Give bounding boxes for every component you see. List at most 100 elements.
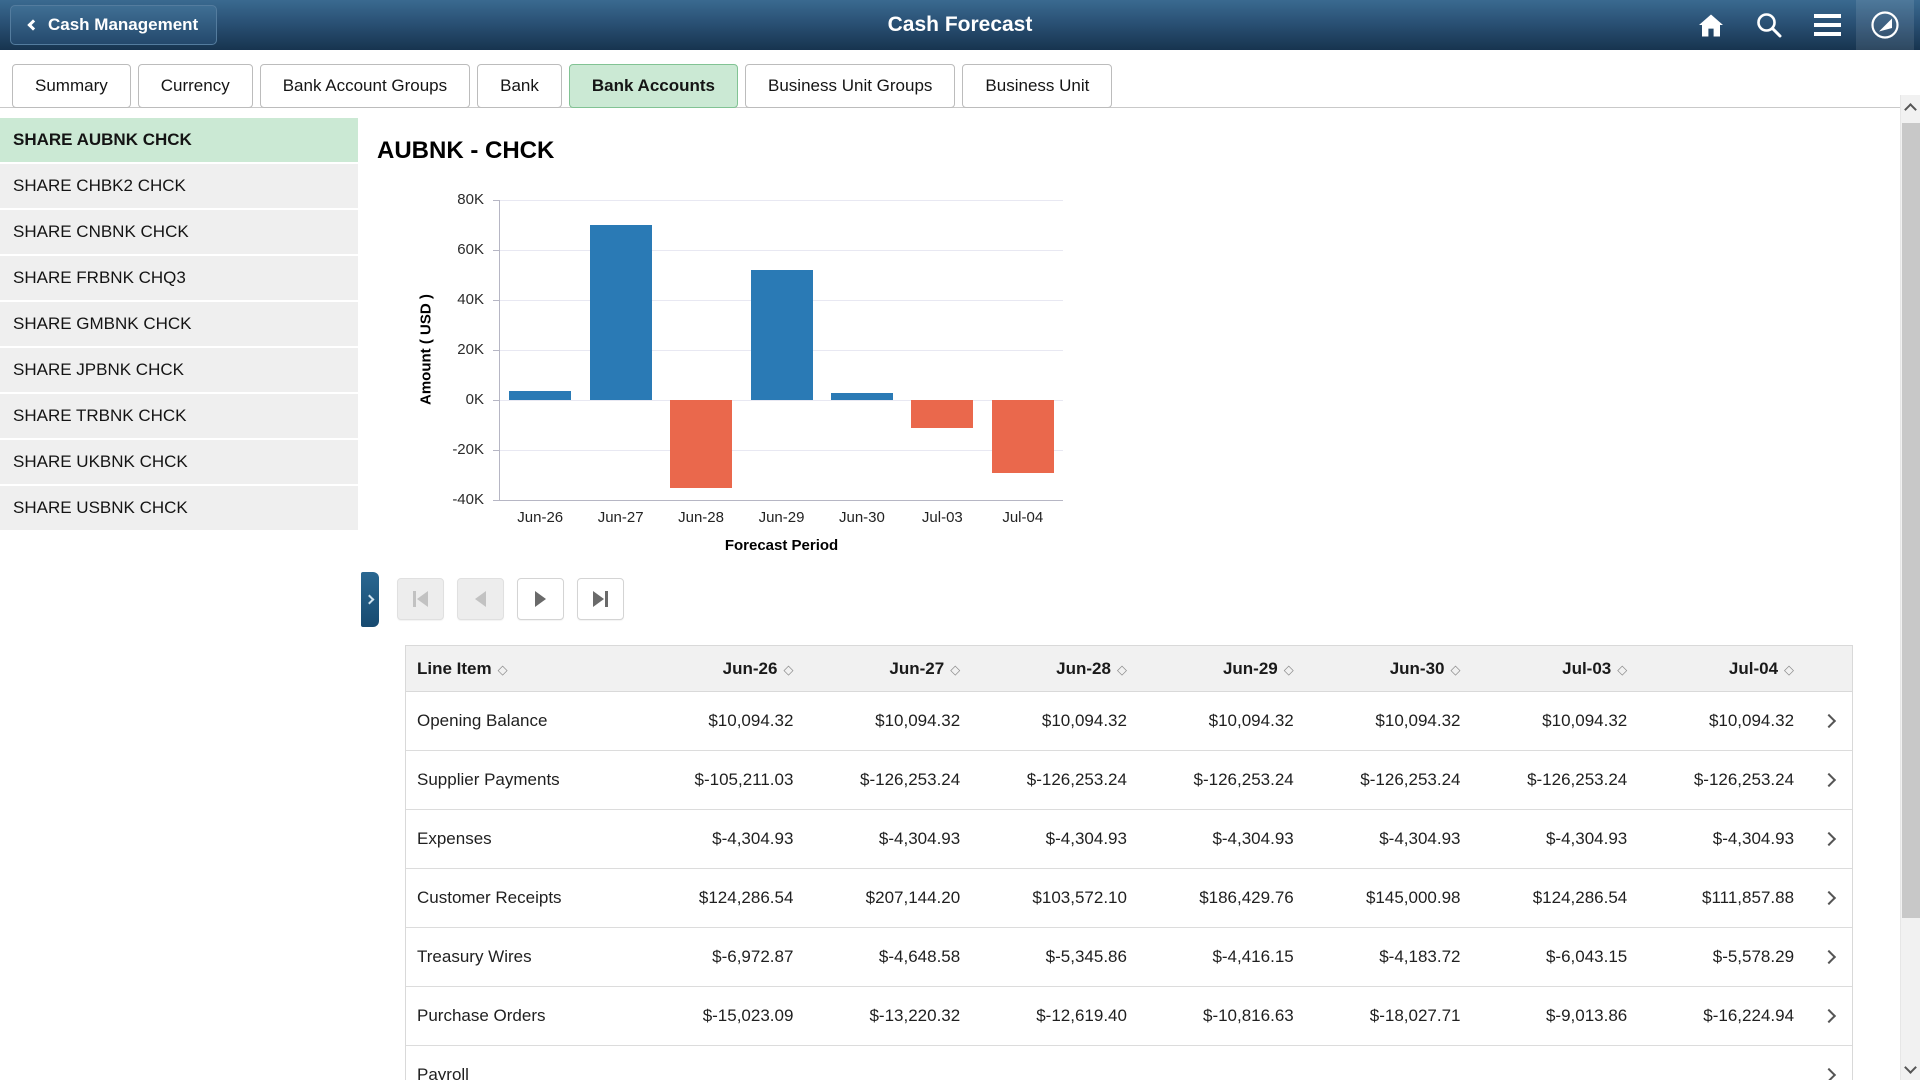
amount-cell: $-5,578.29 — [1712, 947, 1795, 966]
table-row-opening-balance[interactable]: Opening Balance $10,094.32 $10,094.32 $10,0… — [406, 692, 1852, 751]
amount-cell: $145,000.98 — [1365, 888, 1461, 907]
y-tick-mark — [493, 450, 500, 451]
y-tick-label: 80K — [457, 191, 484, 208]
list-item-share-aubnk-chck[interactable]: SHARE AUBNK CHCK — [0, 118, 358, 162]
amount-cell: $-4,304.93 — [1712, 829, 1795, 848]
tab-bank-account-groups[interactable]: Bank Account Groups — [259, 64, 471, 108]
back-button-label: Cash Management — [48, 15, 199, 34]
table-row-expenses[interactable]: Expenses $-4,304.93 $-4,304.93 $-4,304.93 $-… — [406, 810, 1852, 869]
list-item-share-usbnk-chck[interactable]: SHARE USBNK CHCK — [0, 486, 358, 530]
bank-account-list: SHARE AUBNK CHCK SHARE CHBK2 CHCK SHARE CN… — [0, 118, 358, 532]
row-chevron-icon — [1821, 772, 1837, 788]
column-header-jun-30[interactable]: Jun-30 ◇ — [1306, 659, 1473, 679]
bar-jun-26[interactable] — [509, 391, 572, 400]
list-item-share-trbnk-chck[interactable]: SHARE TRBNK CHCK — [0, 394, 358, 438]
column-header-jun-27[interactable]: Jun-27 ◇ — [805, 659, 972, 679]
row-drilldown[interactable] — [1806, 949, 1852, 965]
line-item-label: Payroll — [417, 1065, 469, 1080]
list-item-share-frbnk-chq3[interactable]: SHARE FRBNK CHQ3 — [0, 256, 358, 300]
list-item-share-jpbnk-chck[interactable]: SHARE JPBNK CHCK — [0, 348, 358, 392]
x-tick-jul-04: Jul-04 — [1002, 509, 1044, 526]
table-row-payroll[interactable]: Payroll — [406, 1046, 1852, 1080]
first-page-icon — [413, 591, 416, 607]
row-drilldown[interactable] — [1806, 1008, 1852, 1024]
amount-cell: $124,286.54 — [1532, 888, 1628, 907]
amount-cell: $-126,253.24 — [860, 770, 961, 789]
bar-jul-04[interactable] — [991, 400, 1054, 473]
amount-cell: $10,094.32 — [875, 711, 961, 730]
search-icon[interactable] — [1740, 0, 1798, 50]
column-header-jul-04[interactable]: Jul-04 ◇ — [1639, 659, 1806, 679]
amount-cell: $-10,816.63 — [1202, 1006, 1294, 1025]
gridline — [500, 450, 1063, 451]
row-drilldown[interactable] — [1806, 831, 1852, 847]
menu-icon[interactable] — [1798, 0, 1856, 50]
table-row-supplier-payments[interactable]: Supplier Payments $-105,211.03 $-126,253.2… — [406, 751, 1852, 810]
column-header-jun-28[interactable]: Jun-28 ◇ — [972, 659, 1139, 679]
amount-cell: $-126,253.24 — [1693, 770, 1795, 789]
amount-cell: $186,429.76 — [1199, 888, 1294, 907]
column-header-label: Line Item — [417, 658, 492, 678]
list-item-share-gmbnk-chck[interactable]: SHARE GMBNK CHCK — [0, 302, 358, 346]
tab-business-unit[interactable]: Business Unit — [962, 64, 1113, 108]
x-axis-line — [499, 500, 1063, 501]
row-drilldown[interactable] — [1806, 1067, 1852, 1080]
bar-jul-03[interactable] — [911, 400, 974, 428]
amount-cell: $124,286.54 — [698, 888, 794, 907]
row-chevron-icon — [1821, 831, 1837, 847]
sort-icon: ◇ — [1450, 662, 1461, 678]
y-tick-mark — [493, 300, 500, 301]
tab-currency[interactable]: Currency — [137, 64, 253, 108]
table-row-treasury-wires[interactable]: Treasury Wires $-6,972.87 $-4,648.58 $-5,34… — [406, 928, 1852, 987]
amount-cell: $207,144.20 — [865, 888, 961, 907]
bar-jun-28[interactable] — [670, 400, 733, 488]
previous-page-button — [457, 578, 504, 620]
amount-cell: $-18,027.71 — [1369, 1006, 1461, 1025]
table-header-row: Line Item ◇ Jun-26 ◇ Jun-27 ◇ Jun-28 ◇ Jun-29 ◇ Ju… — [406, 646, 1852, 692]
amount-cell: $103,572.10 — [1032, 888, 1127, 907]
amount-cell: $-13,220.32 — [869, 1006, 961, 1025]
navbar-compass-icon[interactable] — [1856, 0, 1914, 50]
gridline — [500, 250, 1063, 251]
forecast-table: Line Item ◇ Jun-26 ◇ Jun-27 ◇ Jun-28 ◇ Jun-29 ◇ Ju… — [405, 645, 1853, 1080]
page-title: Cash Forecast — [887, 13, 1033, 36]
tab-summary[interactable]: Summary — [12, 64, 131, 108]
x-axis-label: Forecast Period — [724, 537, 839, 554]
list-item-share-ukbnk-chck[interactable]: SHARE UKBNK CHCK — [0, 440, 358, 484]
bar-jun-30[interactable] — [830, 392, 893, 400]
next-page-button[interactable] — [517, 578, 564, 620]
back-button[interactable]: Cash Management — [10, 5, 218, 45]
column-header-jul-03[interactable]: Jul-03 ◇ — [1473, 659, 1640, 679]
row-drilldown[interactable] — [1806, 890, 1852, 906]
table-row-purchase-orders[interactable]: Purchase Orders $-15,023.09 $-13,220.32 $-1… — [406, 987, 1852, 1046]
y-axis-label: Amount ( USD ) — [417, 294, 435, 406]
first-page-button — [397, 578, 444, 620]
column-header-line-item[interactable]: Line Item ◇ — [406, 659, 639, 679]
home-icon[interactable] — [1682, 0, 1740, 50]
tab-bank[interactable]: Bank — [477, 64, 562, 108]
scrollbar-thumb[interactable] — [1902, 123, 1920, 918]
bar-jun-29[interactable] — [750, 270, 813, 400]
table-row-customer-receipts[interactable]: Customer Receipts $124,286.54 $207,144.20 $… — [406, 869, 1852, 928]
row-drilldown[interactable] — [1806, 772, 1852, 788]
scroll-up-icon[interactable] — [1904, 103, 1917, 116]
bar-jun-27[interactable] — [589, 225, 652, 400]
list-item-share-cnbnk-chck[interactable]: SHARE CNBNK CHCK — [0, 210, 358, 254]
panel-expander[interactable] — [361, 572, 379, 627]
row-drilldown[interactable] — [1806, 713, 1852, 729]
amount-cell: $-12,619.40 — [1036, 1006, 1127, 1025]
tab-business-unit-groups[interactable]: Business Unit Groups — [745, 64, 956, 108]
y-tick-label: 60K — [457, 241, 484, 258]
column-header-jun-29[interactable]: Jun-29 ◇ — [1139, 659, 1306, 679]
tab-bank-accounts[interactable]: Bank Accounts — [568, 64, 739, 108]
row-chevron-icon — [1821, 713, 1837, 729]
last-page-button[interactable] — [577, 578, 624, 620]
y-tick-mark — [493, 200, 500, 201]
previous-page-icon — [475, 591, 486, 607]
list-item-share-chbk2-chck[interactable]: SHARE CHBK2 CHCK — [0, 164, 358, 208]
gridline — [500, 400, 1063, 401]
column-header-jun-26[interactable]: Jun-26 ◇ — [639, 659, 806, 679]
amount-cell: $-4,304.93 — [1045, 829, 1127, 848]
scroll-down-icon[interactable] — [1904, 1061, 1917, 1074]
vertical-scrollbar[interactable] — [1900, 95, 1920, 1080]
